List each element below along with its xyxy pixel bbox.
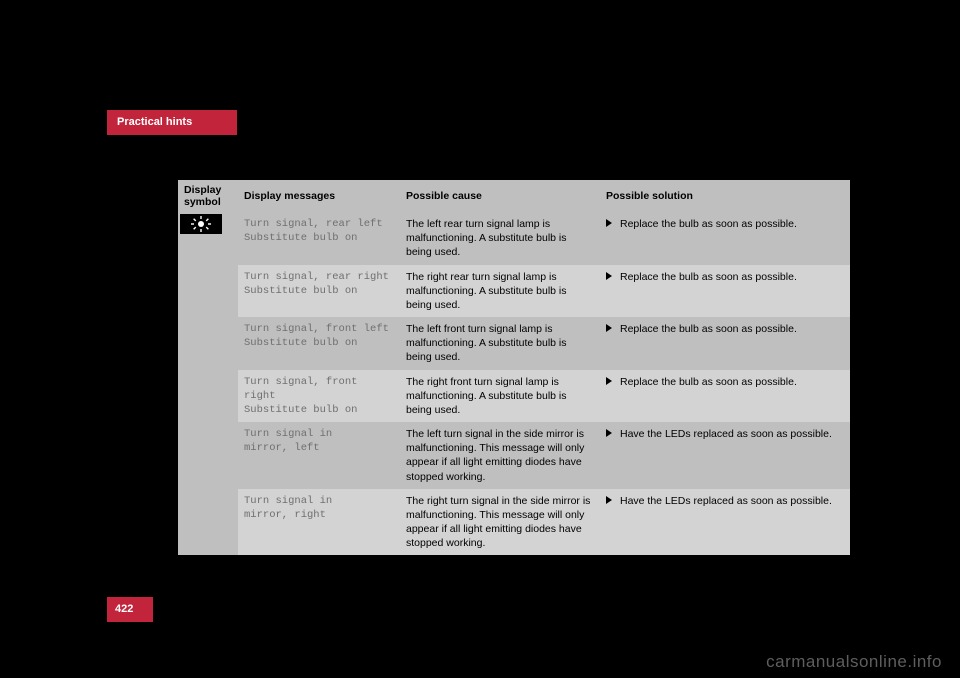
solution-text: Have the LEDs replaced as soon as possib… [620,495,832,507]
solution-text: Replace the bulb as soon as possible. [620,323,797,335]
page-number-box: 422 [107,597,153,622]
solution-cell: Replace the bulb as soon as possible. [600,317,850,370]
table-row: Turn signal, front left Substitute bulb … [178,317,850,370]
solution-text: Replace the bulb as soon as possible. [620,376,797,388]
section-title-bar: Practical hints [107,110,237,135]
solution-cell: Replace the bulb as soon as possible. [600,370,850,423]
cause-cell: The right rear turn signal lamp is malfu… [400,265,600,318]
msg-cell: Turn signal, front right Substitute bulb… [238,370,400,423]
msg-cell: Turn signal in mirror, left [238,422,400,489]
msg-line2: mirror, left [244,442,320,454]
msg-line2: Substitute bulb on [244,285,357,297]
table-row: Turn signal, front right Substitute bulb… [178,370,850,423]
triangle-icon [606,496,612,504]
msg-cell: Turn signal, rear right Substitute bulb … [238,265,400,318]
msg-cell: Turn signal, rear left Substitute bulb o… [238,212,400,265]
msg-cell: Turn signal, front left Substitute bulb … [238,317,400,370]
table-row: Turn signal in mirror, right The right t… [178,489,850,556]
triangle-icon [606,429,612,437]
solution-text: Replace the bulb as soon as possible. [620,218,797,230]
watermark: carmanualsonline.info [766,652,942,672]
solution-cell: Have the LEDs replaced as soon as possib… [600,489,850,556]
solution-cell: Have the LEDs replaced as soon as possib… [600,422,850,489]
msg-line2: mirror, right [244,509,326,521]
table: Display symbol Display messages Possible… [178,180,850,555]
page-number: 422 [115,603,133,615]
triangle-icon [606,377,612,385]
msg-line1: Turn signal, rear right [244,271,389,283]
triangle-icon [606,272,612,280]
msg-line1: Turn signal, rear left [244,218,383,230]
th-solution: Possible solution [600,180,850,212]
solution-text: Have the LEDs replaced as soon as possib… [620,428,832,440]
page: Practical hints Display symbol Display m… [0,0,960,678]
table-row: Turn signal, rear right Substitute bulb … [178,265,850,318]
solution-cell: Replace the bulb as soon as possible. [600,212,850,265]
cause-cell: The right front turn signal lamp is malf… [400,370,600,423]
msg-line1: Turn signal in [244,428,332,440]
table-row: Turn signal in mirror, left The left tur… [178,422,850,489]
triangle-icon [606,324,612,332]
th-symbol: Display symbol [178,180,238,212]
th-messages: Display messages [238,180,400,212]
section-title: Practical hints [117,116,192,128]
cause-cell: The left front turn signal lamp is malfu… [400,317,600,370]
table-row: Turn signal, rear left Substitute bulb o… [178,212,850,265]
msg-line1: Turn signal, front right [244,376,357,402]
warning-table: Display symbol Display messages Possible… [178,180,850,555]
th-cause: Possible cause [400,180,600,212]
table-header-row: Display symbol Display messages Possible… [178,180,850,212]
msg-line1: Turn signal in [244,495,332,507]
cause-cell: The left turn signal in the side mirror … [400,422,600,489]
solution-text: Replace the bulb as soon as possible. [620,271,797,283]
cause-cell: The right turn signal in the side mirror… [400,489,600,556]
cause-cell: The left rear turn signal lamp is malfun… [400,212,600,265]
msg-line2: Substitute bulb on [244,337,357,349]
symbol-cell [178,212,238,555]
solution-cell: Replace the bulb as soon as possible. [600,265,850,318]
msg-cell: Turn signal in mirror, right [238,489,400,556]
msg-line2: Substitute bulb on [244,404,357,416]
triangle-icon [606,219,612,227]
msg-line1: Turn signal, front left [244,323,389,335]
bulb-icon [180,214,222,234]
msg-line2: Substitute bulb on [244,232,357,244]
